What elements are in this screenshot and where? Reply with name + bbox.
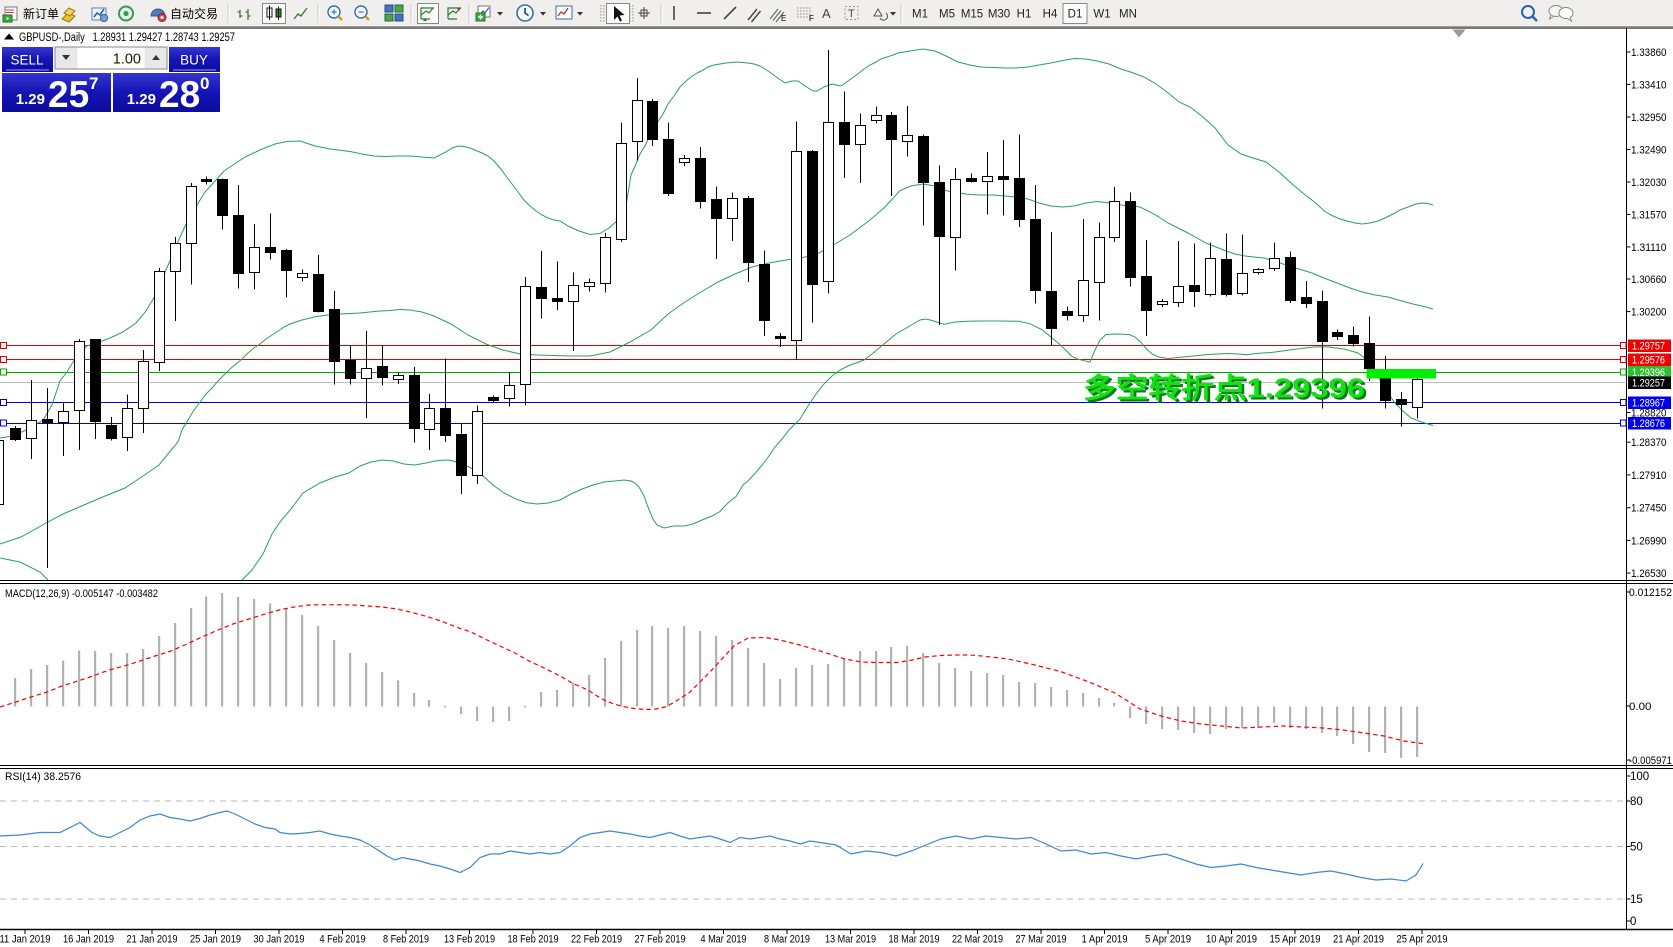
- svg-text:5 Apr 2019: 5 Apr 2019: [1145, 934, 1191, 946]
- svg-text:1.33410: 1.33410: [1631, 79, 1667, 91]
- svg-text:M15: M15: [961, 9, 983, 21]
- svg-text:1.26990: 1.26990: [1631, 535, 1667, 547]
- svg-text:21 Jan 2019: 21 Jan 2019: [127, 934, 178, 946]
- svg-text:SELL: SELL: [10, 53, 44, 68]
- svg-text:多空转折点1.29396: 多空转折点1.29396: [1083, 372, 1365, 404]
- svg-text:1.31570: 1.31570: [1631, 209, 1667, 221]
- svg-text:16 Jan 2019: 16 Jan 2019: [63, 934, 114, 946]
- svg-text:13 Feb 2019: 13 Feb 2019: [444, 934, 495, 946]
- svg-text:1.28370: 1.28370: [1631, 437, 1667, 449]
- svg-text:28: 28: [159, 74, 200, 115]
- svg-text:7: 7: [89, 74, 98, 93]
- svg-text:27 Feb 2019: 27 Feb 2019: [635, 934, 686, 946]
- svg-text:8 Mar 2019: 8 Mar 2019: [764, 934, 810, 946]
- svg-text:80: 80: [1630, 796, 1643, 808]
- svg-text:25 Jan 2019: 25 Jan 2019: [190, 934, 241, 946]
- svg-text:M5: M5: [939, 9, 955, 21]
- svg-text:1 Apr 2019: 1 Apr 2019: [1082, 934, 1128, 946]
- svg-text:1.33860: 1.33860: [1631, 47, 1667, 59]
- svg-text:50: 50: [1630, 842, 1643, 854]
- svg-text:1.00: 1.00: [113, 52, 141, 68]
- svg-text:25: 25: [48, 74, 89, 115]
- svg-text:15: 15: [1630, 894, 1643, 906]
- svg-text:27 Mar 2019: 27 Mar 2019: [1016, 934, 1067, 946]
- svg-text:15 Apr 2019: 15 Apr 2019: [1270, 934, 1321, 946]
- svg-text:0: 0: [1630, 916, 1636, 928]
- svg-text:25 Apr 2019: 25 Apr 2019: [1397, 934, 1448, 946]
- svg-text:1.30660: 1.30660: [1631, 274, 1667, 286]
- svg-text:1.32490: 1.32490: [1631, 145, 1667, 157]
- svg-text:1.28820: 1.28820: [1631, 408, 1667, 420]
- svg-text:1.27450: 1.27450: [1631, 503, 1667, 515]
- svg-text:22 Feb 2019: 22 Feb 2019: [571, 934, 622, 946]
- svg-text:18 Mar 2019: 18 Mar 2019: [889, 934, 940, 946]
- svg-text:H4: H4: [1043, 9, 1058, 21]
- svg-text:1.29257: 1.29257: [1632, 378, 1665, 390]
- svg-text:1.26530: 1.26530: [1631, 568, 1667, 580]
- svg-text:+: +: [331, 8, 337, 19]
- svg-text:MACD(12,26,9) -0.005147 -0.003: MACD(12,26,9) -0.005147 -0.003482: [5, 588, 158, 600]
- svg-text:1.32030: 1.32030: [1631, 177, 1667, 189]
- svg-text:自动交易: 自动交易: [170, 6, 218, 21]
- svg-text:100: 100: [1630, 771, 1649, 783]
- svg-text:1.28967: 1.28967: [1632, 398, 1665, 410]
- svg-text:1.29: 1.29: [127, 91, 156, 108]
- svg-text:M30: M30: [988, 9, 1010, 21]
- svg-text:T: T: [848, 8, 855, 20]
- svg-text:10 Apr 2019: 10 Apr 2019: [1206, 934, 1257, 946]
- svg-text:H1: H1: [1017, 9, 1032, 21]
- svg-text:4 Mar 2019: 4 Mar 2019: [701, 934, 747, 946]
- svg-text:−: −: [358, 8, 364, 19]
- svg-text:0.012152: 0.012152: [1629, 587, 1672, 599]
- svg-text:M1: M1: [912, 9, 928, 21]
- svg-text:F: F: [809, 14, 814, 23]
- svg-text:13 Mar 2019: 13 Mar 2019: [825, 934, 876, 946]
- svg-text:1.29757: 1.29757: [1632, 341, 1665, 353]
- svg-text:GBPUSD-,Daily 1.28931 1.2942: GBPUSD-,Daily 1.28931 1.29427 1.28743 1.…: [19, 32, 235, 44]
- svg-text:W1: W1: [1093, 9, 1110, 21]
- svg-text:1.31110: 1.31110: [1631, 242, 1667, 254]
- svg-text:1.29: 1.29: [16, 91, 45, 108]
- svg-text:11 Jan 2019: 11 Jan 2019: [0, 934, 51, 946]
- svg-text:21 Apr 2019: 21 Apr 2019: [1333, 934, 1384, 946]
- svg-text:RSI(14) 38.2576: RSI(14) 38.2576: [5, 771, 81, 783]
- svg-text:18 Feb 2019: 18 Feb 2019: [508, 934, 559, 946]
- svg-text:新订单: 新订单: [23, 6, 59, 21]
- svg-text:1.29396: 1.29396: [1632, 367, 1665, 379]
- svg-text:E: E: [781, 14, 786, 23]
- svg-text:4 Feb 2019: 4 Feb 2019: [320, 934, 366, 946]
- svg-text:30 Jan 2019: 30 Jan 2019: [254, 934, 305, 946]
- svg-text:1.29576: 1.29576: [1632, 355, 1665, 367]
- svg-text:22 Mar 2019: 22 Mar 2019: [952, 934, 1003, 946]
- svg-text:A: A: [822, 6, 831, 21]
- svg-text:1.30200: 1.30200: [1631, 307, 1667, 319]
- svg-text:1.32950: 1.32950: [1631, 112, 1667, 124]
- svg-text:多空转折点1.29396: 多空转折点1.29396: [1086, 374, 1368, 406]
- svg-text:D1: D1: [1068, 9, 1083, 21]
- svg-text:BUY: BUY: [180, 53, 208, 68]
- svg-text:MN: MN: [1119, 9, 1137, 21]
- svg-text:8 Feb 2019: 8 Feb 2019: [383, 934, 429, 946]
- svg-text:0.00: 0.00: [1629, 701, 1651, 713]
- svg-text:-0.005971: -0.005971: [1629, 755, 1672, 767]
- svg-text:0: 0: [200, 74, 209, 93]
- svg-text:1.27910: 1.27910: [1631, 470, 1667, 482]
- svg-text:1.28676: 1.28676: [1632, 418, 1665, 430]
